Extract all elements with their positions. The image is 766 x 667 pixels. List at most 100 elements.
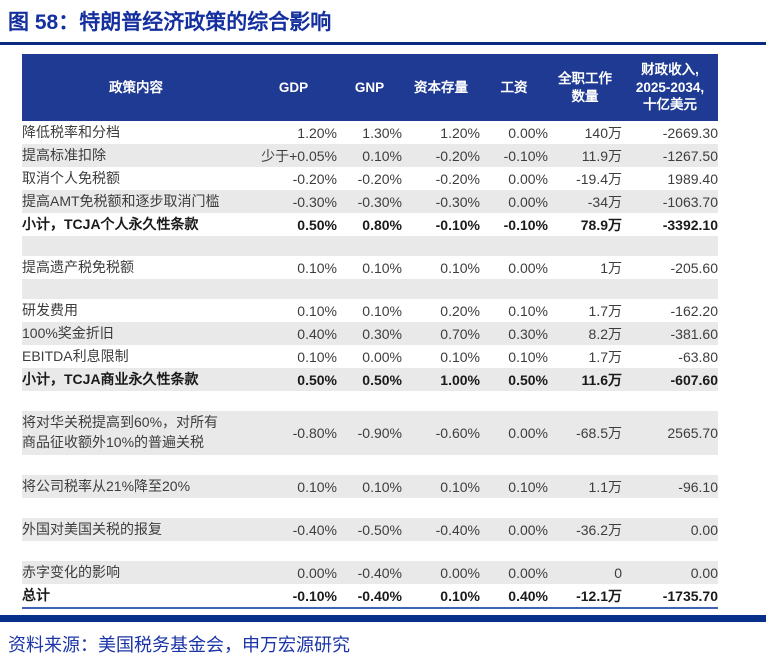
spacer-cell — [22, 541, 718, 561]
column-header: 政策内容 — [22, 54, 250, 121]
value-cell: 0.00% — [250, 561, 337, 584]
value-cell: 0.00% — [480, 121, 548, 144]
value-cell: 0.10% — [402, 256, 480, 279]
table-row: 研发费用 0.10% 0.10% 0.20% 0.10% 1.7万 -162.20 — [22, 299, 718, 322]
value-cell: -12.1万 — [548, 584, 622, 609]
spacer-cell — [22, 455, 718, 475]
value-cell: 0.10% — [337, 299, 402, 322]
table-row: 小计，TCJA商业永久性条款 0.50% 0.50% 1.00% 0.50% 11.6万 -… — [22, 368, 718, 391]
column-header: 工资 — [480, 54, 548, 121]
value-cell: 0.00 — [622, 561, 718, 584]
value-cell: 0.10% — [480, 299, 548, 322]
value-cell: -68.5万 — [548, 411, 622, 455]
value-cell: 0.30% — [480, 322, 548, 345]
value-cell: 0.10% — [337, 475, 402, 498]
value-cell: 0 — [548, 561, 622, 584]
value-cell: 0.10% — [402, 584, 480, 609]
spacer-cell — [22, 498, 718, 518]
policy-cell: 100%奖金折旧 — [22, 322, 250, 345]
table-row: 赤字变化的影响 0.00% -0.40% 0.00% 0.00% 0 0.00 — [22, 561, 718, 584]
table-row: 外国对美国关税的报复 -0.40% -0.50% -0.40% 0.00% -36.2万 0… — [22, 518, 718, 541]
bottom-divider-bar — [0, 615, 766, 622]
value-cell: -1267.50 — [622, 144, 718, 167]
spacer-row — [22, 279, 718, 299]
value-cell: -0.10% — [480, 213, 548, 236]
policy-impact-table: 政策内容 GDP GNP 资本存量 工资 全职工作 数量 财政收入, 2025-2034, … — [22, 54, 718, 609]
spacer-row — [22, 236, 718, 256]
value-cell: 0.50% — [337, 368, 402, 391]
value-cell: -36.2万 — [548, 518, 622, 541]
table-header-row: 政策内容 GDP GNP 资本存量 工资 全职工作 数量 财政收入, 2025-2034, … — [22, 54, 718, 121]
table-row: EBITDA利息限制 0.10% 0.00% 0.10% 0.10% 1.7万 -63.80 — [22, 345, 718, 368]
figure-title: 图 58：特朗普经济政策的综合影响 — [8, 11, 332, 34]
value-cell: -0.90% — [337, 411, 402, 455]
value-cell: 1.1万 — [548, 475, 622, 498]
column-header: GDP — [250, 54, 337, 121]
value-cell: 少于+0.05% — [250, 144, 337, 167]
value-cell: -19.4万 — [548, 167, 622, 190]
value-cell: 0.00% — [480, 411, 548, 455]
title-rule — [0, 42, 766, 45]
spacer-cell — [22, 391, 718, 411]
value-cell: -0.30% — [250, 190, 337, 213]
value-cell: 0.10% — [250, 299, 337, 322]
value-cell: 0.00% — [480, 167, 548, 190]
value-cell: 0.00% — [480, 561, 548, 584]
value-cell: 11.6万 — [548, 368, 622, 391]
column-header: 全职工作 数量 — [548, 54, 622, 121]
value-cell: 8.2万 — [548, 322, 622, 345]
value-cell: 0.00% — [480, 518, 548, 541]
value-cell: 0.80% — [337, 213, 402, 236]
spacer-row — [22, 455, 718, 475]
table-row: 提高标准扣除 少于+0.05% 0.10% -0.20% -0.10% 11.9万 -126… — [22, 144, 718, 167]
value-cell: 0.10% — [250, 345, 337, 368]
column-header: 财政收入, 2025-2034, 十亿美元 — [622, 54, 718, 121]
value-cell: 1.30% — [337, 121, 402, 144]
value-cell: -1735.70 — [622, 584, 718, 609]
value-cell: 1989.40 — [622, 167, 718, 190]
spacer-row — [22, 498, 718, 518]
value-cell: 0.10% — [480, 475, 548, 498]
value-cell: -0.10% — [402, 213, 480, 236]
value-cell: 0.10% — [480, 345, 548, 368]
value-cell: -0.60% — [402, 411, 480, 455]
value-cell: 1.7万 — [548, 345, 622, 368]
policy-cell: 小计，TCJA个人永久性条款 — [22, 213, 250, 236]
policy-cell: 取消个人免税额 — [22, 167, 250, 190]
value-cell: 0.40% — [480, 584, 548, 609]
policy-cell: 提高遗产税免税额 — [22, 256, 250, 279]
value-cell: -0.10% — [480, 144, 548, 167]
value-cell: -205.60 — [622, 256, 718, 279]
value-cell: 11.9万 — [548, 144, 622, 167]
value-cell: -0.30% — [337, 190, 402, 213]
table-row: 取消个人免税额 -0.20% -0.20% -0.20% 0.00% -19.4万 1989… — [22, 167, 718, 190]
value-cell: -0.20% — [402, 144, 480, 167]
policy-cell: 提高AMT免税额和逐步取消门槛 — [22, 190, 250, 213]
value-cell: 1.20% — [402, 121, 480, 144]
value-cell: -0.40% — [402, 518, 480, 541]
value-cell: 0.10% — [337, 144, 402, 167]
value-cell: -381.60 — [622, 322, 718, 345]
value-cell: -0.30% — [402, 190, 480, 213]
value-cell: -0.80% — [250, 411, 337, 455]
value-cell: 0.00 — [622, 518, 718, 541]
value-cell: 0.50% — [250, 368, 337, 391]
value-cell: 0.10% — [337, 256, 402, 279]
value-cell: -0.20% — [402, 167, 480, 190]
spacer-cell — [22, 236, 718, 256]
spacer-row — [22, 541, 718, 561]
value-cell: -96.10 — [622, 475, 718, 498]
value-cell: -607.60 — [622, 368, 718, 391]
value-cell: 78.9万 — [548, 213, 622, 236]
value-cell: 0.00% — [337, 345, 402, 368]
table-row: 小计，TCJA个人永久性条款 0.50% 0.80% -0.10% -0.10% 78.9… — [22, 213, 718, 236]
source-note: 资料来源：美国税务基金会，申万宏源研究 — [8, 635, 350, 655]
table-row: 总计 -0.10% -0.40% 0.10% 0.40% -12.1万 -1735.70 — [22, 584, 718, 609]
value-cell: -0.50% — [337, 518, 402, 541]
value-cell: 140万 — [548, 121, 622, 144]
spacer-row — [22, 391, 718, 411]
policy-cell: EBITDA利息限制 — [22, 345, 250, 368]
policy-cell: 提高标准扣除 — [22, 144, 250, 167]
value-cell: 0.10% — [402, 345, 480, 368]
